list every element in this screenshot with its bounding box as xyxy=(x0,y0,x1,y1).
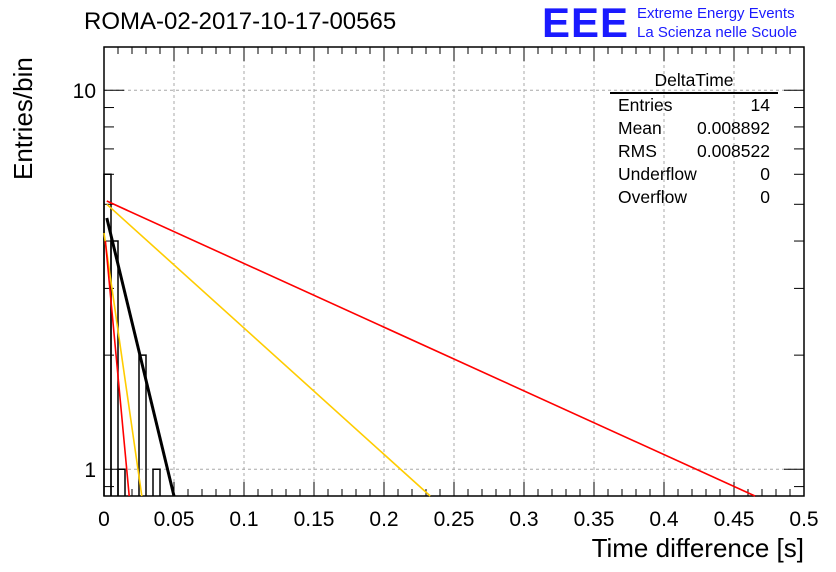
x-tick-label: 0.25 xyxy=(434,508,475,531)
histogram-bin xyxy=(138,354,147,496)
stats-title: DeltaTime xyxy=(610,70,778,94)
stats-label: Overflow xyxy=(618,187,688,207)
stats-row-underflow: Underflow 0 xyxy=(610,163,778,186)
series-line xyxy=(103,232,143,497)
stats-value: 0 xyxy=(760,187,770,207)
logo-line-1: Extreme Energy Events xyxy=(637,5,795,22)
x-tick-label: 0 xyxy=(98,508,110,531)
histogram-bin xyxy=(117,468,126,496)
chart-title: ROMA-02-2017-10-17-00565 xyxy=(84,8,397,35)
x-tick-label: 0.4 xyxy=(649,508,679,531)
stats-value: 14 xyxy=(750,95,770,115)
x-tick-label: 0.15 xyxy=(294,508,335,531)
x-axis-label: Time difference [s] xyxy=(591,533,804,563)
series-line xyxy=(106,203,431,497)
stats-row-entries: Entries 14 xyxy=(610,94,778,117)
x-tick-label: 0.1 xyxy=(229,508,258,531)
x-tick-label: 0.2 xyxy=(369,508,398,531)
x-tick-label: 0.35 xyxy=(574,508,615,531)
eee-logo: EEE xyxy=(542,0,630,46)
histogram-bin xyxy=(152,468,161,496)
stats-label: Mean xyxy=(618,118,662,138)
stats-value: 0.008892 xyxy=(697,118,770,138)
x-tick-label: 0.5 xyxy=(789,508,818,531)
stats-label: Underflow xyxy=(618,164,697,184)
stats-row-overflow: Overflow 0 xyxy=(610,186,778,209)
stats-value: 0 xyxy=(760,164,770,184)
y-axis-label: Entries/bin xyxy=(8,57,38,180)
x-tick-label: 0.45 xyxy=(714,508,755,531)
logo-caption: Extreme Energy Events La Scienza nelle S… xyxy=(637,4,797,42)
x-tick-label: 0.3 xyxy=(509,508,538,531)
stats-label: Entries xyxy=(618,95,673,115)
logo-line-2: La Scienza nelle Scuole xyxy=(637,24,798,41)
x-tick-label: 0.05 xyxy=(154,508,195,531)
y-tick-label: 1 xyxy=(84,459,96,482)
stats-box: DeltaTime Entries 14 Mean 0.008892 RMS 0… xyxy=(610,70,778,209)
stats-row-rms: RMS 0.008522 xyxy=(610,140,778,163)
stats-row-mean: Mean 0.008892 xyxy=(610,117,778,140)
stats-label: RMS xyxy=(618,141,657,161)
series-line xyxy=(106,200,756,497)
y-tick-label: 10 xyxy=(73,80,96,103)
series-line xyxy=(104,240,130,497)
series-line xyxy=(105,217,176,497)
stats-value: 0.008522 xyxy=(697,141,770,161)
